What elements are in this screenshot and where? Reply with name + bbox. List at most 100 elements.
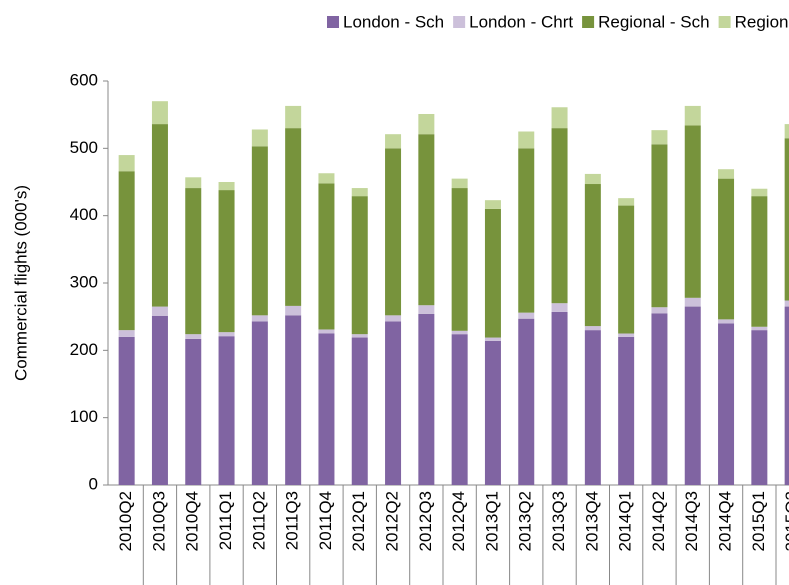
- bar-segment: [484, 337, 501, 341]
- bar-segment: [285, 105, 302, 129]
- bar-segment: [218, 336, 235, 485]
- bar-segment: [551, 128, 568, 304]
- bar-segment: [185, 188, 202, 335]
- bar-segment: [351, 188, 368, 197]
- bar-segment: [651, 313, 668, 485]
- bar-segment: [551, 303, 568, 312]
- bar-segment: [584, 326, 601, 331]
- bar-segment: [784, 124, 789, 139]
- bar-segment: [151, 124, 168, 307]
- bar-segment: [351, 334, 368, 338]
- bar-segment: [251, 315, 268, 322]
- bar-segment: [285, 128, 302, 306]
- y-tick-label: 400: [70, 205, 98, 224]
- x-tick-label: 2012Q1: [349, 491, 368, 552]
- bar-segment: [118, 171, 135, 331]
- bar-segment: [751, 330, 768, 485]
- legend-swatch: [582, 16, 595, 28]
- bar-segment: [351, 196, 368, 335]
- bar-segment: [618, 198, 635, 206]
- bar-segment: [551, 107, 568, 129]
- bar-segment: [385, 315, 402, 322]
- bar-segment: [784, 306, 789, 485]
- bar-segment: [118, 336, 135, 485]
- x-tick-label: 2010Q2: [116, 491, 135, 552]
- bar-segment: [684, 297, 701, 307]
- legend-swatch: [718, 16, 731, 28]
- x-tick-label: 2015Q2: [782, 491, 789, 552]
- bar-segment: [185, 334, 202, 339]
- x-tick-label: 2012Q2: [383, 491, 402, 552]
- bar-segment: [185, 177, 202, 189]
- bar-segment: [718, 319, 735, 324]
- bar-segment: [418, 113, 435, 135]
- legend-label: Regional - Chrt: [735, 12, 789, 31]
- legend-swatch: [453, 16, 466, 28]
- x-tick-label: 2011Q1: [216, 491, 235, 550]
- bar-segment: [285, 315, 302, 485]
- x-tick-label: 2010Q4: [183, 491, 202, 552]
- x-tick-label: 2013Q4: [582, 491, 601, 552]
- bar-segment: [518, 318, 535, 485]
- bar-segment: [518, 312, 535, 319]
- bar-segment: [385, 134, 402, 149]
- bar-segment: [718, 178, 735, 320]
- bar-segment: [484, 200, 501, 209]
- y-tick-label: 0: [89, 474, 98, 493]
- x-tick-label: 2010Q3: [149, 491, 168, 552]
- bar-segment: [718, 169, 735, 179]
- x-tick-label: 2014Q4: [716, 491, 735, 552]
- y-tick-label: 100: [70, 407, 98, 426]
- bar-segment: [385, 321, 402, 485]
- bar-segment: [218, 182, 235, 191]
- bar-segment: [784, 300, 789, 307]
- legend-label: Regional - Sch: [598, 12, 710, 31]
- x-tick-label: 2012Q4: [449, 491, 468, 552]
- x-tick-label: 2014Q1: [616, 491, 635, 552]
- bar-segment: [251, 146, 268, 316]
- bar-segment: [251, 321, 268, 485]
- legend-label: London - Sch: [343, 12, 444, 31]
- bar-segment: [218, 190, 235, 333]
- bar-segment: [251, 129, 268, 147]
- x-tick-label: 2014Q2: [649, 491, 668, 552]
- bar-segment: [484, 208, 501, 338]
- bar-segment: [451, 188, 468, 331]
- bar-segment: [651, 307, 668, 314]
- bar-segment: [385, 148, 402, 316]
- bar-segment: [318, 329, 335, 334]
- x-tick-label: 2014Q3: [682, 491, 701, 552]
- bar-segment: [618, 336, 635, 485]
- bar-segment: [484, 340, 501, 485]
- bar-segment: [318, 173, 335, 184]
- bar-segment: [718, 323, 735, 485]
- bar-segment: [751, 196, 768, 327]
- bar-segment: [518, 131, 535, 149]
- bar-segment: [684, 306, 701, 485]
- bar-segment: [418, 305, 435, 314]
- bar-segment: [751, 188, 768, 197]
- bar-segment: [451, 178, 468, 189]
- bar-segment: [751, 326, 768, 331]
- bar-segment: [518, 148, 535, 313]
- bar-segment: [418, 313, 435, 485]
- legend-swatch: [327, 16, 339, 28]
- x-tick-label: 2015Q1: [749, 491, 768, 552]
- bar-segment: [351, 337, 368, 485]
- x-tick-label: 2013Q1: [482, 491, 501, 552]
- bar-segment: [618, 333, 635, 337]
- bar-segment: [651, 130, 668, 145]
- y-tick-label: 300: [70, 272, 98, 291]
- bar-segment: [151, 306, 168, 316]
- y-tick-label: 500: [70, 138, 98, 157]
- bar-segment: [651, 144, 668, 308]
- bar-segment: [551, 311, 568, 485]
- bar-segment: [584, 330, 601, 485]
- bar-segment: [318, 183, 335, 330]
- x-tick-label: 2013Q3: [549, 491, 568, 552]
- y-tick-label: 200: [70, 340, 98, 359]
- bar-segment: [784, 138, 789, 301]
- bar-segment: [684, 105, 701, 126]
